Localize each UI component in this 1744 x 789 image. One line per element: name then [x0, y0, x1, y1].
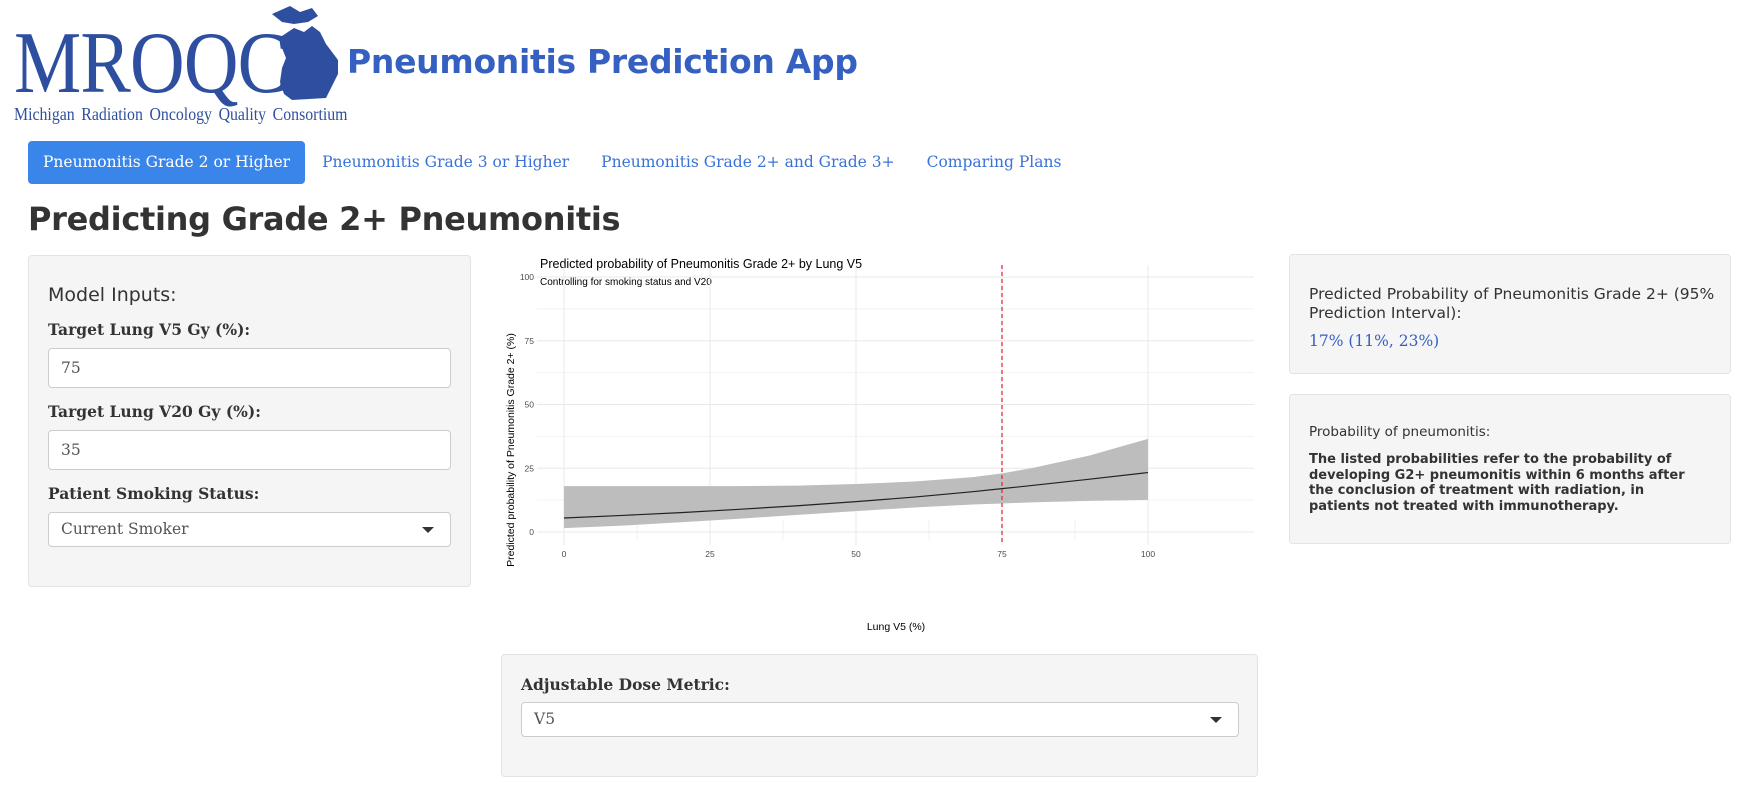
- dose-metric-select[interactable]: V5: [521, 702, 1239, 737]
- confidence-band: [564, 438, 1148, 529]
- prediction-value: 17% (11%, 23%): [1309, 332, 1440, 350]
- tab-grade-3-or-higher[interactable]: Pneumonitis Grade 3 or Higher: [322, 153, 570, 171]
- y-tick-label: 75: [525, 336, 535, 346]
- prediction-title: Predicted Probability of Pneumonitis Gra…: [1309, 285, 1715, 322]
- dose-metric-value: V5: [534, 710, 556, 728]
- tab-bar: Pneumonitis Grade 2 or Higher Pneumoniti…: [28, 141, 1078, 184]
- x-axis-label: Lung V5 (%): [867, 621, 925, 633]
- chart-subtitle: Controlling for smoking status and V20: [540, 277, 712, 288]
- y-axis-label: Predicted probability of Pneumonitis Gra…: [505, 333, 517, 567]
- chart-title: Predicted probability of Pneumonitis Gra…: [540, 257, 862, 271]
- page-title: Predicting Grade 2+ Pneumonitis: [28, 200, 621, 238]
- tab-comparing-plans[interactable]: Comparing Plans: [926, 153, 1062, 171]
- v20-input[interactable]: 35: [48, 430, 451, 470]
- michigan-map-icon: [272, 6, 338, 100]
- v5-input[interactable]: 75: [48, 348, 451, 388]
- v5-label: Target Lung V5 Gy (%):: [48, 320, 251, 339]
- logo-text: MROQC: [14, 15, 288, 112]
- dose-metric-panel: Adjustable Dose Metric: V5: [501, 654, 1258, 777]
- dose-metric-label: Adjustable Dose Metric:: [521, 675, 730, 694]
- chevron-down-icon: [1210, 717, 1222, 723]
- logo-subtitle: Michigan Radiation Oncology Quality Cons…: [14, 104, 348, 124]
- x-tick-label: 75: [997, 549, 1007, 559]
- y-tick-label: 50: [525, 400, 535, 410]
- x-axis-ticks: 0 25 50 75 100: [562, 549, 1156, 559]
- x-tick-label: 100: [1141, 549, 1155, 559]
- smoking-select[interactable]: Current Smoker: [48, 512, 451, 547]
- info-panel: Probability of pneumonitis: The listed p…: [1289, 394, 1731, 544]
- tab-grade-2-and-3[interactable]: Pneumonitis Grade 2+ and Grade 3+: [601, 153, 895, 171]
- prediction-panel: Predicted Probability of Pneumonitis Gra…: [1289, 254, 1731, 374]
- prediction-line: [563, 471, 1149, 519]
- model-inputs-title: Model Inputs:: [48, 284, 177, 306]
- y-tick-label: 25: [525, 463, 535, 473]
- y-tick-label: 0: [529, 527, 534, 537]
- info-title: Probability of pneumonitis:: [1309, 424, 1491, 440]
- confidence-band-layer: [564, 438, 1148, 529]
- tab-grade-2-or-higher[interactable]: Pneumonitis Grade 2 or Higher: [28, 141, 306, 184]
- x-tick-label: 25: [705, 549, 715, 559]
- mroqc-logo: MROQC Michigan Radiation Oncology Qualit…: [12, 2, 347, 127]
- prediction-line-layer: [563, 471, 1149, 519]
- x-tick-label: 0: [562, 549, 567, 559]
- smoking-select-value: Current Smoker: [61, 520, 189, 538]
- y-tick-label: 100: [520, 272, 534, 282]
- model-inputs-panel: Model Inputs: Target Lung V5 Gy (%): 75 …: [28, 255, 471, 587]
- info-body: The listed probabilities refer to the pr…: [1309, 452, 1685, 514]
- chevron-down-icon: [422, 527, 434, 533]
- y-axis-ticks: 0 25 50 75 100: [520, 272, 534, 537]
- x-tick-label: 50: [851, 549, 861, 559]
- v20-label: Target Lung V20 Gy (%):: [48, 402, 261, 421]
- smoking-label: Patient Smoking Status:: [48, 484, 260, 503]
- probability-chart: Predicted probability of Pneumonitis Gra…: [505, 257, 1254, 633]
- app-title: Pneumonitis Prediction App: [347, 42, 858, 81]
- app-header: MROQC Michigan Radiation Oncology Qualit…: [12, 2, 912, 127]
